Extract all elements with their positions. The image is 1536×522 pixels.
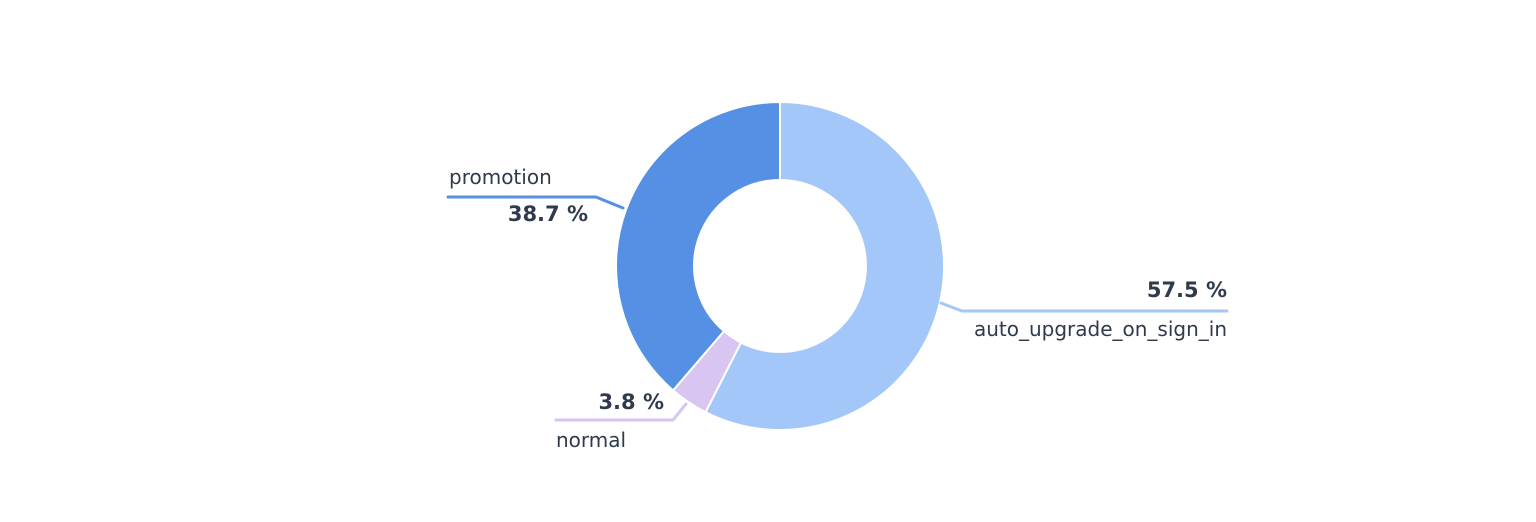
slice-label-auto-upgrade: auto_upgrade_on_sign_in	[973, 317, 1227, 341]
slice-label-normal: normal	[556, 428, 627, 452]
slice-percent-auto-upgrade: 57.5 %	[1146, 278, 1227, 302]
donut-slice-auto_upgrade_on_sign_in[interactable]	[704, 101, 945, 431]
donut-slices	[615, 101, 945, 431]
donut-slice-promotion[interactable]	[615, 101, 781, 392]
slice-label-promotion: promotion	[449, 165, 552, 189]
slice-percent-normal: 3.8 %	[598, 390, 664, 414]
leader-line-auto-upgrade	[939, 301, 1229, 313]
slice-percent-promotion: 38.7 %	[507, 202, 588, 226]
leader-line-normal	[554, 402, 688, 422]
leader-line-promotion	[446, 195, 625, 210]
